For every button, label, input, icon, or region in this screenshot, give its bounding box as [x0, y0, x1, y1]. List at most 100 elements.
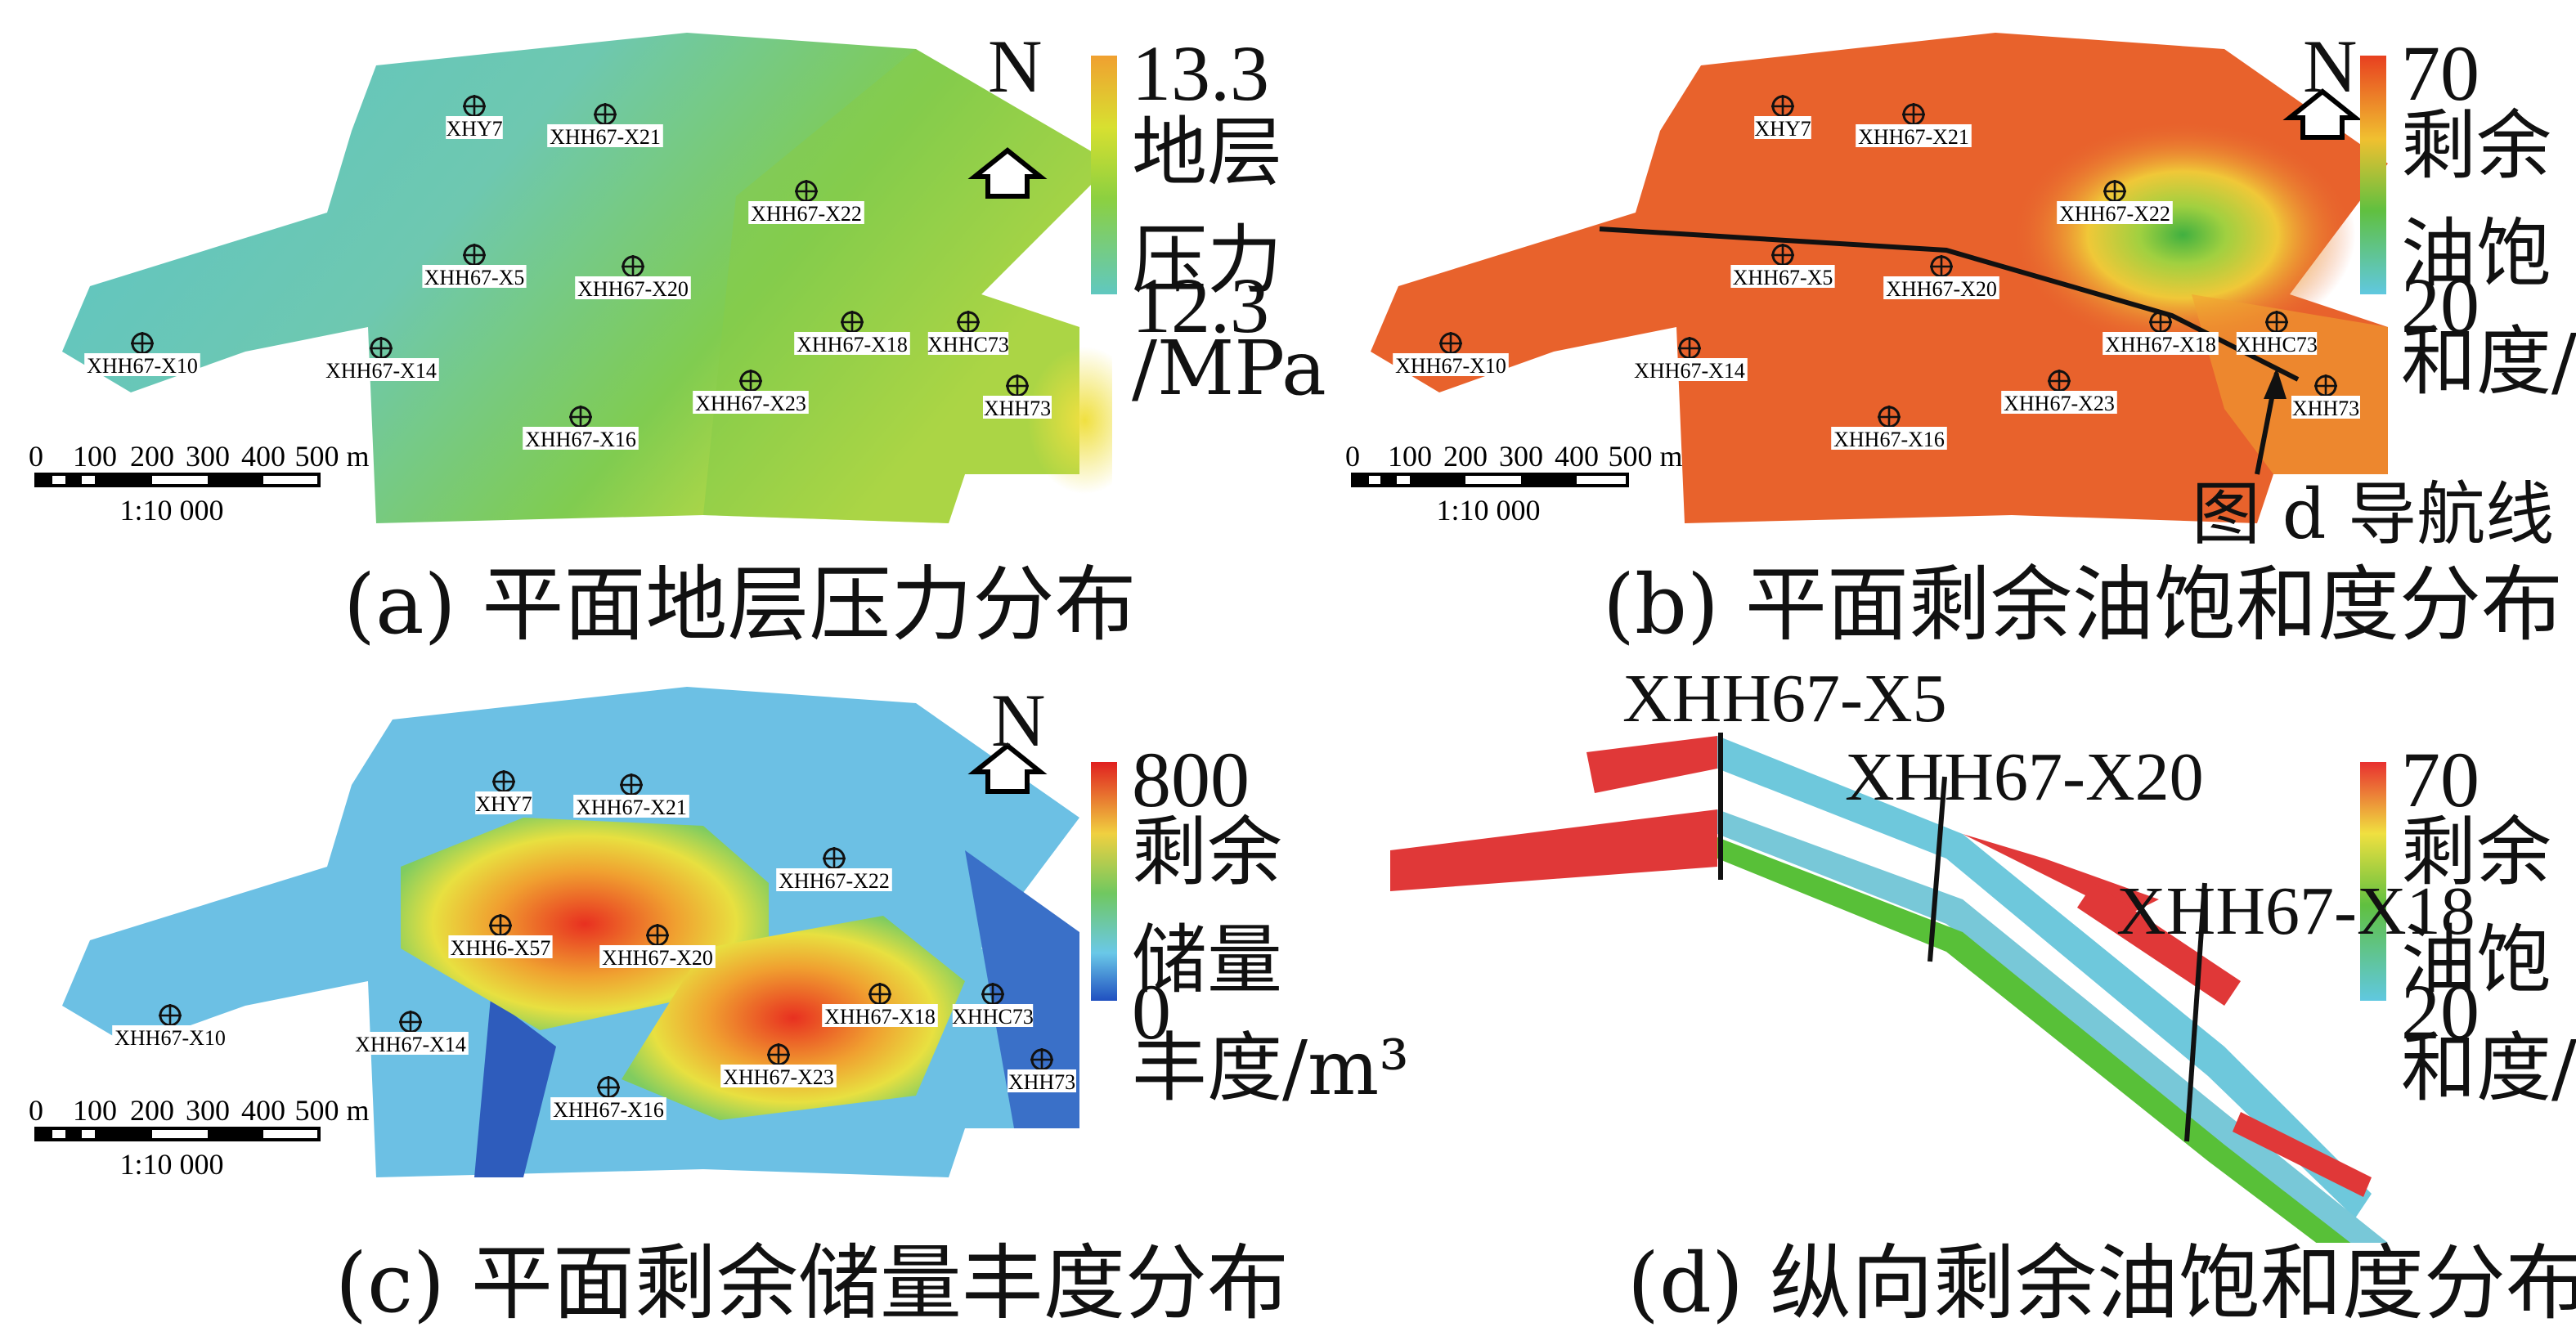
vertical-section-svg [1390, 733, 2388, 1272]
well-label-box [1730, 265, 1835, 288]
scale-tick-200: 200 [1443, 440, 1488, 473]
section-label-x20: XHH67-X20 [1845, 741, 2204, 816]
well-label-box [822, 1004, 938, 1027]
panel-c-reserve-abundance-map: XHY7 XHH67-X21 XHH67-X22 XHH6-X57 XHH67-X20 X… [0, 654, 1409, 1331]
well-group-c: XHY7 XHH67-X21 XHH67-X22 XHH6-X57 XHH67-X20 X… [112, 770, 1076, 1122]
scale-tick-300: 300 [186, 1094, 230, 1127]
well-crosshair-icon [622, 255, 644, 278]
pressure-map-svg: XHY7 XHH67-X21 XHH67-X22 XHH67-X5 XHH67-X20 X… [29, 33, 1117, 527]
scale-ratio: 1:10 000 [119, 1148, 223, 1181]
well-label-box [1631, 358, 1748, 381]
well-label-box [323, 358, 439, 381]
well-label-box [523, 427, 639, 450]
caption-c: (c) 平面剩余储量丰度分布 [335, 1236, 1289, 1331]
well-label: XHH67-X16 [553, 1098, 664, 1122]
caption-b: (b) 平面剩余油饱和度分布 [1603, 558, 2563, 652]
well-crosshair-icon [569, 406, 592, 428]
well-crosshair-icon [957, 311, 980, 334]
legend-a-title: 地层 压力 /MPa [1132, 108, 1326, 412]
well-crosshair-icon [620, 773, 643, 796]
north-arrow-icon [967, 147, 1048, 199]
well-label-box [1831, 427, 1947, 450]
scale-tick-200: 200 [130, 440, 174, 473]
section-layer-1 [1717, 736, 2372, 1218]
scale-tick-100: 100 [73, 1094, 117, 1127]
section-layer-red-top [1586, 736, 1717, 793]
well-label: XHH67-X23 [2004, 392, 2115, 415]
well-label-box [952, 1004, 1034, 1027]
well-crosshair-icon [2149, 311, 2172, 334]
well-label-box [352, 1032, 469, 1055]
well-label: XHH67-X16 [1833, 428, 1945, 451]
well-crosshair-icon [492, 770, 515, 793]
well-label-box [547, 124, 663, 147]
legend-d-max: 70 [2401, 737, 2480, 824]
legend-c-min: 0 [1132, 970, 1171, 1056]
scale-tick-100: 100 [73, 440, 117, 473]
well-label: XHH67-X14 [1634, 359, 1745, 383]
well-label-box [2236, 332, 2318, 355]
scale-tick-400: 400 [1555, 440, 1599, 473]
abundance-high-zone-1 [401, 818, 769, 1030]
scale-tick-400: 400 [241, 440, 285, 473]
well-label-box [1393, 353, 1509, 376]
well-crosshair-icon [646, 924, 669, 947]
arrowhead-icon [2264, 368, 2287, 399]
well-crosshair-icon [739, 370, 762, 392]
legend-b-min: 20 [2401, 263, 2480, 350]
scale-tick-500: 500 m [294, 1094, 369, 1127]
well-crosshair-icon [1771, 244, 1794, 267]
well-label: XHY7 [1754, 117, 1811, 141]
well-group-b: XHY7 XHH67-X21 XHH67-X22 XHH67-X5 XHH67-X20 X… [1393, 95, 2360, 451]
scale-bar-c: 0 100 200 300 400 500 m 1:10 000 [29, 1094, 370, 1181]
north-arrow-icon [967, 742, 1048, 794]
well-label: XHH67-X18 [797, 333, 908, 356]
well-label: XHH67-X22 [2059, 202, 2170, 226]
well-label: XHH6-X57 [451, 936, 551, 960]
scale-tick-100: 100 [1388, 440, 1432, 473]
well-crosshair-icon [597, 1076, 620, 1099]
well-label-box [446, 116, 503, 139]
well-group-a: XHY7 XHH67-X21 XHH67-X22 XHH67-X5 XHH67-X20 X… [84, 95, 1052, 451]
well-label: XHH67-X21 [550, 125, 661, 149]
scale-tick-300: 300 [186, 440, 230, 473]
north-label-a: N [988, 25, 1043, 108]
well-label: XHH67-X20 [602, 946, 713, 970]
well-crosshair-icon [868, 983, 891, 1006]
legend-bar-a [1091, 56, 1117, 294]
well-label-box [748, 201, 864, 224]
section-layer-red-left [1390, 809, 1717, 891]
well-label: XHH67-X22 [751, 202, 862, 226]
well-label-box [112, 1025, 228, 1048]
well-trace-x20 [1928, 776, 1947, 962]
well-label: XHH67-X20 [1886, 277, 1997, 301]
well-crosshair-icon [1930, 255, 1953, 278]
scale-tick-300: 300 [1499, 440, 1543, 473]
well-label-box [475, 791, 532, 814]
legend-b-title: 剩余 油饱 和度/% [2401, 101, 2576, 406]
pressure-high-zone [883, 229, 1112, 523]
well-label: XHH67-X10 [1395, 354, 1506, 378]
navigation-line-label: 图 d 导航线 [2192, 474, 2555, 554]
well-label: XHH67-X18 [2105, 333, 2216, 356]
well-label: XHH67-X16 [525, 428, 636, 451]
well-crosshair-icon [2103, 180, 2126, 203]
well-label-box [84, 353, 200, 376]
scale-tick-200: 200 [130, 1094, 174, 1127]
well-crosshair-icon [1439, 332, 1462, 355]
north-label-b: N [2303, 25, 2358, 108]
well-trace-x18 [2184, 882, 2207, 1142]
well-label-box [1754, 116, 1811, 139]
north-arrow-icon [2282, 88, 2363, 140]
well-crosshair-icon [159, 1004, 182, 1027]
well-label: XHH67-X14 [355, 1033, 466, 1056]
well-label: XHH67-X21 [1858, 125, 1969, 149]
section-label-x5: XHH67-X5 [1622, 662, 1947, 737]
well-crosshair-icon [795, 180, 818, 203]
well-crosshair-icon [2048, 370, 2071, 392]
well-label: XHH73 [1008, 1070, 1075, 1094]
well-label-box [2103, 332, 2219, 355]
legend-c-max: 800 [1132, 737, 1250, 824]
scale-tick-0: 0 [1345, 440, 1360, 473]
section-label-x18: XHH67-X18 [2116, 875, 2475, 950]
